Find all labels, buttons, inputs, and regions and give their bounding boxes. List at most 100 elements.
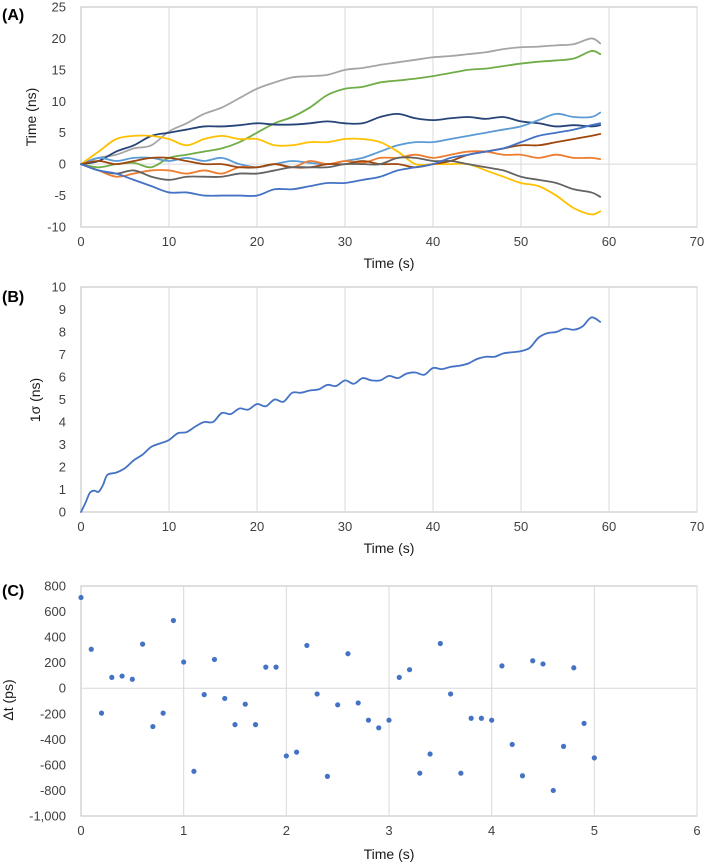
y-tick-label: 4	[59, 415, 66, 430]
x-tick-label: 20	[250, 234, 264, 249]
data-point	[283, 753, 289, 759]
y-tick-label: -1,000	[29, 809, 66, 824]
x-axis-title: Time (s)	[364, 540, 415, 556]
data-point	[335, 702, 341, 708]
data-point	[201, 692, 207, 698]
y-tick-label: -800	[40, 783, 66, 798]
x-tick-label: 4	[488, 823, 495, 838]
y-tick-label: 1	[59, 482, 66, 497]
x-tick-label: 0	[77, 823, 84, 838]
y-tick-label: 7	[59, 347, 66, 362]
y-tick-label: 400	[44, 630, 66, 645]
data-point	[129, 676, 135, 682]
y-tick-label: 0	[59, 505, 66, 520]
y-tick-label: 25	[52, 0, 66, 15]
panel-a: (A) 0 10 20 30 40 50 60 70 -10 -5 0 5 10 15 20 25 Time (s…	[2, 0, 704, 271]
data-point	[294, 749, 300, 755]
x-tick-label: 40	[426, 234, 440, 249]
y-tick-label: 10	[52, 280, 66, 295]
x-tick-label: 2	[283, 823, 290, 838]
data-point	[273, 664, 279, 670]
data-point	[222, 695, 228, 702]
data-point	[119, 673, 125, 679]
series-line-1σ	[80, 316, 602, 513]
plot-frame	[80, 6, 698, 228]
x-tick-label: 0	[77, 519, 84, 534]
data-point	[109, 674, 115, 680]
x-tick-label: 20	[250, 519, 264, 534]
y-tick-label: 8	[59, 325, 66, 340]
data-point	[140, 641, 146, 647]
data-point	[365, 717, 372, 723]
y-tick-label: 0	[59, 681, 66, 696]
data-point	[417, 770, 423, 776]
panel-label: (B)	[2, 289, 24, 306]
x-tick-label: 60	[602, 519, 616, 534]
data-point	[509, 741, 515, 748]
data-point	[468, 715, 474, 721]
data-point	[252, 722, 259, 728]
y-tick-label: 15	[52, 62, 66, 77]
data-point	[437, 640, 443, 647]
data-point	[355, 700, 361, 706]
x-tick-label: 0	[77, 234, 84, 249]
data-point	[98, 710, 105, 716]
data-point	[530, 658, 536, 664]
plot-frame	[80, 286, 698, 513]
x-axis-title: Time (s)	[364, 255, 415, 271]
y-tick-label: -200	[40, 706, 66, 721]
series-line-dark-blue	[80, 112, 602, 166]
data-point	[181, 659, 187, 665]
series-line-blue	[80, 122, 602, 197]
data-point	[406, 667, 413, 673]
panel-label: (A)	[2, 7, 24, 24]
y-tick-label: 200	[44, 655, 66, 670]
data-point	[242, 701, 248, 707]
y-axis-title: Time (ns)	[23, 88, 39, 147]
data-point	[376, 725, 382, 731]
y-tick-label: 9	[59, 302, 66, 317]
x-tick-label: 3	[385, 823, 392, 838]
data-point	[150, 723, 156, 730]
y-tick-label: -600	[40, 757, 66, 772]
data-point	[458, 770, 464, 776]
y-tick-label: 0	[59, 157, 66, 172]
y-tick-label: 800	[44, 579, 66, 594]
data-point	[591, 755, 597, 761]
data-point	[519, 773, 526, 779]
data-point	[396, 674, 402, 680]
data-point	[263, 664, 269, 670]
series-line-green	[80, 50, 602, 169]
series-line-yellow	[80, 134, 602, 216]
y-tick-label: 5	[59, 125, 66, 140]
data-point	[88, 646, 94, 652]
data-point	[78, 594, 84, 601]
data-point	[571, 665, 577, 671]
data-point	[170, 617, 176, 624]
x-tick-label: 1	[180, 823, 187, 838]
data-point	[499, 663, 505, 669]
data-point	[386, 717, 392, 723]
data-point	[211, 656, 218, 663]
series-line-orange	[80, 150, 602, 178]
x-tick-label: 30	[338, 519, 352, 534]
x-tick-label: 70	[690, 234, 704, 249]
x-tick-label: 50	[514, 234, 528, 249]
x-tick-label: 10	[162, 519, 176, 534]
data-point	[427, 751, 433, 757]
data-point	[232, 722, 238, 728]
x-tick-label: 5	[591, 823, 598, 838]
y-tick-label: 600	[44, 604, 66, 619]
scatter-series	[78, 594, 597, 794]
data-point	[540, 661, 546, 667]
y-tick-label: 5	[59, 392, 66, 407]
y-tick-label: 3	[59, 437, 66, 452]
y-axis-title: 1σ (ns)	[27, 378, 43, 422]
y-tick-label: 20	[52, 31, 66, 46]
x-tick-label: 6	[693, 823, 700, 838]
data-point	[550, 787, 556, 794]
data-point	[191, 768, 197, 774]
x-tick-label: 40	[426, 519, 440, 534]
y-tick-label: -10	[47, 220, 66, 235]
